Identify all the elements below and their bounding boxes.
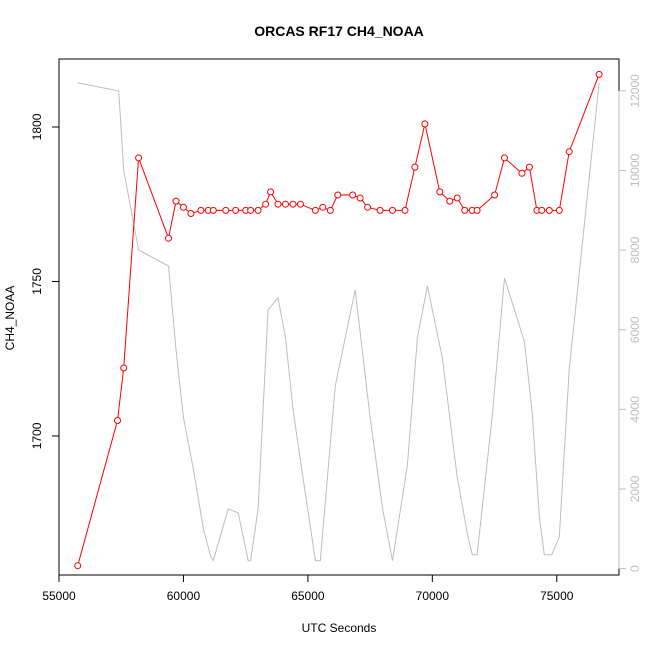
- ch4-point: [461, 206, 469, 214]
- ch4-point: [296, 200, 304, 208]
- ch4-point: [545, 206, 553, 214]
- y-tick-label: 1750: [30, 268, 44, 295]
- altitude-line: [77, 82, 600, 562]
- series-layer: [74, 70, 603, 570]
- ch4-point: [525, 163, 533, 171]
- ch4-point: [172, 197, 180, 205]
- ch4-point: [114, 417, 121, 424]
- ch4-point: [179, 203, 187, 211]
- ch4-point: [446, 197, 454, 205]
- ch4-point: [274, 200, 282, 208]
- ch4-point: [436, 188, 444, 196]
- ch4-point: [349, 191, 357, 199]
- x-axis-label: UTC Seconds: [302, 621, 377, 635]
- ch4-point: [262, 200, 270, 208]
- y2-tick-label: 6000: [628, 316, 642, 343]
- ch4-point: [222, 206, 230, 214]
- y-axis-right: 0 2000 4000 6000 8000 10000 12000: [618, 74, 642, 572]
- ch4-point: [364, 203, 372, 211]
- ch4-point: [326, 206, 334, 214]
- ch4-point: [267, 188, 275, 196]
- ch4-point: [501, 154, 508, 162]
- ch4-point: [376, 206, 384, 214]
- chart-title: ORCAS RF17 CH4_NOAA: [254, 23, 424, 39]
- ch4-point: [165, 234, 172, 242]
- ch4-point: [289, 200, 297, 208]
- y2-tick-label: 2000: [628, 475, 642, 502]
- ch4-point: [232, 206, 240, 214]
- ch4-point: [319, 203, 327, 211]
- y2-tick-label: 10000: [628, 153, 642, 187]
- y2-tick-label: 12000: [628, 74, 642, 108]
- y2-tick-label: 8000: [628, 236, 642, 263]
- ch4-point: [491, 191, 499, 199]
- ch4-point: [135, 154, 143, 162]
- ch4-point: [254, 206, 262, 214]
- ch4-point: [197, 206, 205, 214]
- y-tick-label: 1700: [30, 422, 44, 449]
- x-axis: 55000 60000 65000 70000 75000: [42, 574, 574, 603]
- ch4-point: [518, 169, 526, 177]
- ch4-point: [595, 70, 603, 78]
- ch4-point: [453, 194, 461, 202]
- ch4-point: [247, 206, 255, 214]
- ch4-line: [77, 74, 600, 566]
- ch4-point: [473, 206, 481, 214]
- ch4-point: [74, 562, 82, 570]
- y2-tick-label: 0: [628, 565, 642, 572]
- ch4-point: [334, 191, 342, 199]
- x-tick-label: 70000: [416, 589, 450, 603]
- x-tick-label: 55000: [42, 589, 76, 603]
- ch4-point: [282, 200, 289, 208]
- y-tick-label: 1800: [30, 113, 44, 140]
- y2-tick-label: 4000: [628, 396, 642, 423]
- y-axis-left: 1700 1750 1800: [30, 113, 59, 449]
- ch4-point: [120, 364, 128, 372]
- ch4-point: [565, 148, 573, 156]
- ch4-point: [209, 206, 217, 214]
- ch4-point: [421, 120, 429, 128]
- ch4-point: [187, 210, 195, 217]
- x-tick-label: 65000: [291, 589, 325, 603]
- ch4-point: [555, 206, 563, 214]
- ch4-point: [411, 163, 419, 171]
- ch4-point: [401, 206, 409, 214]
- y-axis-label: CH4_NOAA: [3, 286, 17, 351]
- ch4-point: [389, 206, 396, 214]
- ch4-point: [538, 206, 546, 214]
- x-tick-label: 75000: [540, 589, 574, 603]
- ch4-point: [356, 194, 364, 202]
- ch4-point: [311, 206, 319, 214]
- plot-frame: [58, 58, 620, 576]
- x-tick-label: 60000: [167, 589, 201, 603]
